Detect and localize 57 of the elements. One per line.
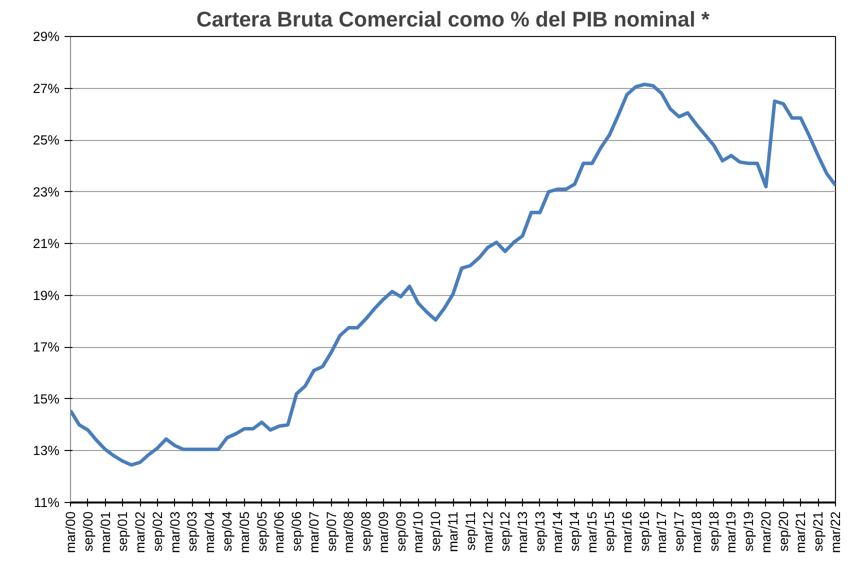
x-tick-label: sep/17: [672, 511, 687, 552]
x-tick-label: mar/20: [758, 511, 774, 553]
x-tick-label: mar/19: [724, 511, 739, 553]
y-tick-label: 17%: [32, 340, 60, 355]
y-tick-label: 27%: [32, 80, 60, 96]
x-tick-label: sep/07: [324, 511, 339, 552]
x-tick-label: mar/18: [688, 511, 704, 553]
x-tick-label: sep/01: [115, 511, 130, 552]
x-tick-label: mar/04: [202, 510, 218, 553]
x-tick-label: sep/10: [428, 511, 444, 552]
x-tick-label: sep/00: [80, 511, 96, 552]
x-tick-label: sep/02: [150, 511, 165, 552]
y-tick-label: 21%: [32, 236, 60, 252]
x-tick-label: mar/17: [654, 511, 670, 553]
x-tick-label: sep/03: [184, 511, 200, 552]
x-tick-label: mar/16: [619, 511, 634, 553]
x-tick-label: mar/22: [828, 511, 843, 553]
x-tick-label: sep/14: [567, 510, 582, 552]
x-tick-label: sep/21: [810, 511, 826, 552]
y-tick-label: 11%: [34, 495, 60, 510]
line-series: [70, 82, 836, 467]
x-tick-label: sep/15: [602, 511, 617, 552]
x-tick-label: sep/18: [706, 511, 722, 552]
x-tick-label: mar/13: [515, 511, 530, 553]
y-tick-label: 29%: [32, 29, 60, 44]
x-tick-label: sep/16: [636, 511, 652, 552]
x-tick-label: mar/21: [793, 511, 808, 553]
x-tick-label: sep/05: [254, 511, 270, 552]
chart-title: Cartera Bruta Comercial como % del PIB nominal *: [196, 8, 710, 32]
x-tick-label: mar/07: [306, 511, 322, 553]
y-tick-label: 13%: [32, 443, 60, 458]
y-tick-label: 23%: [32, 184, 60, 200]
x-tick-label: sep/20: [776, 511, 791, 552]
x-tick-label: mar/06: [272, 511, 287, 553]
x-tick-label: mar/11: [446, 511, 460, 552]
x-tick-label: sep/13: [532, 511, 548, 552]
x-tick-label: mar/05: [236, 511, 252, 553]
y-tick-label: 25%: [32, 132, 60, 148]
x-tick-label: mar/01: [98, 511, 113, 553]
x-tick-label: mar/00: [63, 511, 78, 553]
x-tick-label: sep/08: [358, 511, 374, 552]
y-tick-label: 15%: [32, 391, 60, 406]
x-tick-label: mar/02: [132, 511, 148, 553]
x-tick-label: mar/03: [167, 511, 182, 553]
x-tick-label: sep/19: [741, 511, 756, 552]
x-tick-label: mar/15: [584, 511, 600, 553]
x-tick-label: sep/04: [219, 510, 234, 552]
x-tick-label: sep/06: [289, 511, 304, 552]
y-tick-label: 19%: [32, 288, 60, 303]
x-tick-label: mar/09: [376, 511, 391, 553]
x-tick-label: mar/12: [480, 511, 496, 553]
x-tick-label: mar/10: [410, 511, 426, 553]
x-tick-label: sep/12: [498, 511, 513, 552]
x-tick-label: mar/08: [341, 511, 356, 553]
x-tick-label: sep/11: [462, 511, 478, 551]
x-tick-label: sep/09: [393, 511, 408, 552]
x-tick-label: mar/14: [550, 510, 565, 553]
